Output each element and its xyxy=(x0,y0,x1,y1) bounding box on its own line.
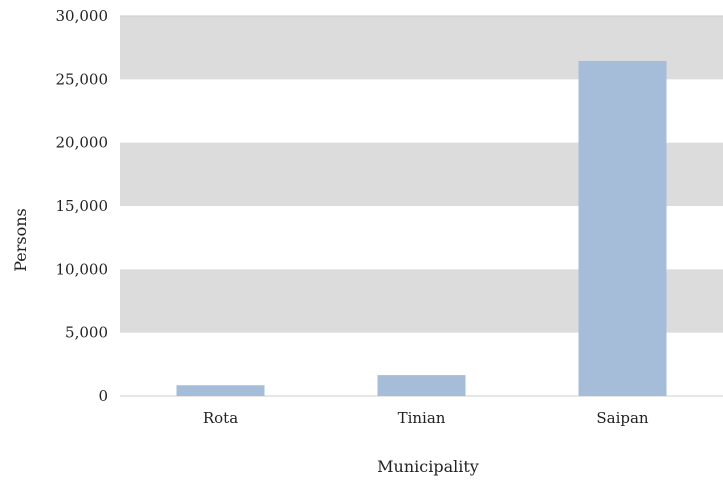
y-tick-label: 15,000 xyxy=(56,197,109,215)
y-axis-title: Persons xyxy=(11,208,30,272)
y-tick-label: 30,000 xyxy=(56,7,109,25)
bar-tinian xyxy=(377,375,466,396)
y-tick-label: 5,000 xyxy=(65,324,108,342)
y-tick-label: 10,000 xyxy=(56,260,109,278)
y-tick-labels: 0 5,000 10,000 15,000 20,000 25,000 30,000 xyxy=(56,7,109,405)
bar-rota xyxy=(176,385,265,396)
bar-saipan xyxy=(578,60,667,396)
x-tick-labels: Rota Tinian Saipan xyxy=(203,409,649,427)
y-tick-label: 25,000 xyxy=(56,70,109,88)
y-tick-label: 20,000 xyxy=(56,134,109,152)
y-tick-label: 0 xyxy=(98,387,108,405)
x-tick-label: Rota xyxy=(203,409,238,427)
bars xyxy=(176,60,667,396)
x-axis-title: Municipality xyxy=(377,457,479,476)
x-tick-label: Tinian xyxy=(398,409,446,427)
x-tick-label: Saipan xyxy=(596,409,649,427)
